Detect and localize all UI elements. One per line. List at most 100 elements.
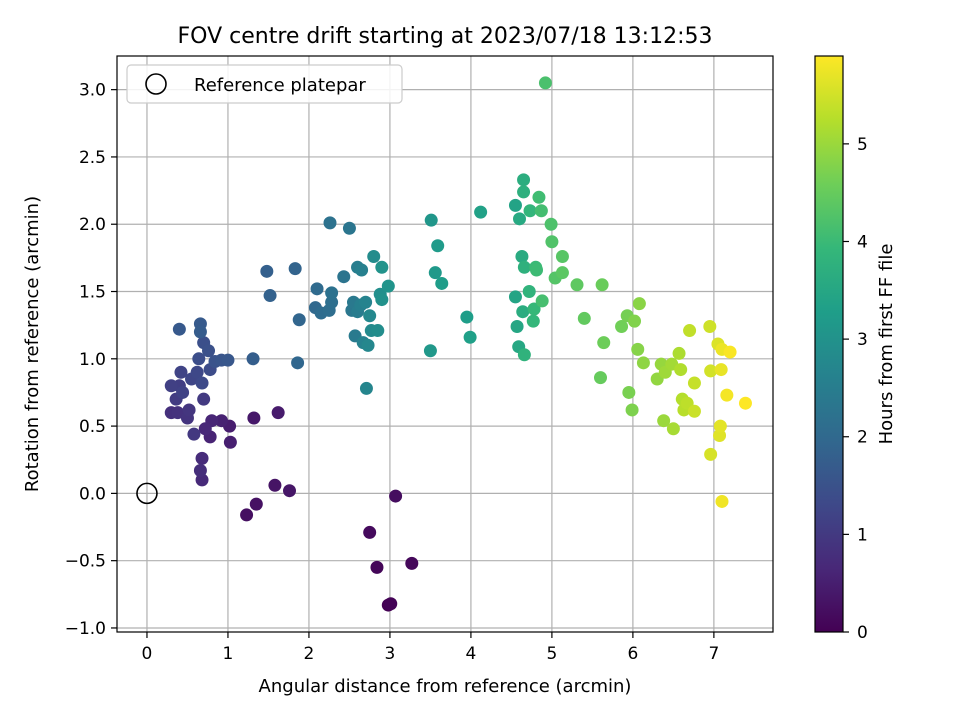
data-point [723,345,737,359]
data-point [683,324,697,338]
data-point [214,414,228,428]
data-point [381,279,395,293]
data-point [288,262,302,276]
data-point [555,250,569,264]
data-point [593,371,607,385]
data-point [249,497,263,511]
data-point [703,320,717,334]
data-point [389,489,403,503]
x-tick-label: 0 [142,644,153,664]
data-point [405,556,419,570]
data-point [545,235,559,249]
y-tick-label: −0.5 [65,552,106,572]
data-point [435,276,449,290]
colorbar: 0 1 2 3 4 5 Hours from first FF file [814,55,897,643]
data-point [359,295,373,309]
data-point [342,221,356,235]
data-point [325,286,339,300]
x-tick-label: 1 [223,644,234,664]
data-point [176,385,190,399]
data-point [246,352,260,366]
colorbar-label: Hours from first FF file [876,244,897,445]
data-point [164,379,178,393]
data-point [363,525,377,539]
y-tick-label: 1.5 [79,283,106,303]
data-point [268,478,282,492]
data-point [515,250,529,264]
plot-frame [116,55,774,633]
data-point [384,597,398,611]
data-point [375,293,389,307]
data-point [674,363,688,377]
data-point [263,289,277,303]
data-point [517,348,531,362]
data-point [423,344,437,358]
data-point [247,411,261,425]
colorbar-tick-label: 1 [857,525,868,545]
colorbar-tick-label: 4 [857,232,868,252]
y-tick-label: 3.0 [79,81,106,101]
y-tick-label: 0.0 [79,484,106,504]
data-point [555,266,569,280]
data-point [657,414,671,428]
data-point [182,403,196,417]
data-point [534,204,548,218]
data-point [375,260,389,274]
data-point [636,356,650,370]
data-point [631,342,645,356]
data-point [615,320,629,334]
data-point [632,297,646,311]
data-point [283,484,297,498]
colorbar-tick-label: 2 [857,428,868,448]
data-point [715,494,729,508]
data-point [625,403,639,417]
data-point [197,392,211,406]
data-point [687,376,701,390]
data-point [325,295,339,309]
y-axis-ticks: −1.0 −0.5 0.0 0.5 1.0 1.5 2.0 2.5 3.0 [65,81,117,639]
data-point [538,76,552,90]
x-tick-label: 7 [708,644,719,664]
x-tick-label: 4 [466,644,477,664]
y-tick-label: 2.5 [79,148,106,168]
data-point [720,388,734,402]
data-point [516,305,530,319]
colorbar-tick-label: 0 [857,623,868,643]
data-point [687,404,701,418]
data-point [291,356,305,370]
data-point [738,396,752,410]
data-point [223,435,237,449]
data-point [517,185,531,199]
x-tick-label: 2 [304,644,315,664]
data-point [271,406,285,420]
data-point [190,365,204,379]
x-tick-label: 3 [385,644,396,664]
data-point [517,260,531,274]
data-points [164,76,752,612]
data-point [535,294,549,308]
data-point [704,364,718,378]
data-point [310,282,324,296]
data-point [202,344,216,358]
data-point [367,250,381,264]
data-point [713,419,727,433]
colorbar-ticks: 0 1 2 3 4 5 [843,135,868,643]
data-point [193,325,207,339]
data-point [577,311,591,325]
data-point [424,213,438,227]
x-tick-label: 6 [627,644,638,664]
data-point [672,346,686,360]
data-point [522,285,536,299]
data-point [513,212,527,226]
colorbar-gradient [814,55,844,633]
data-point [704,447,718,461]
data-point [371,324,385,338]
data-point [193,464,207,478]
x-axis-label: Angular distance from reference (arcmin) [259,676,632,697]
y-tick-label: 0.5 [79,417,106,437]
legend-box [126,64,403,104]
data-point [370,560,384,574]
data-point [195,376,209,390]
data-point [359,381,373,395]
data-point [337,270,351,284]
